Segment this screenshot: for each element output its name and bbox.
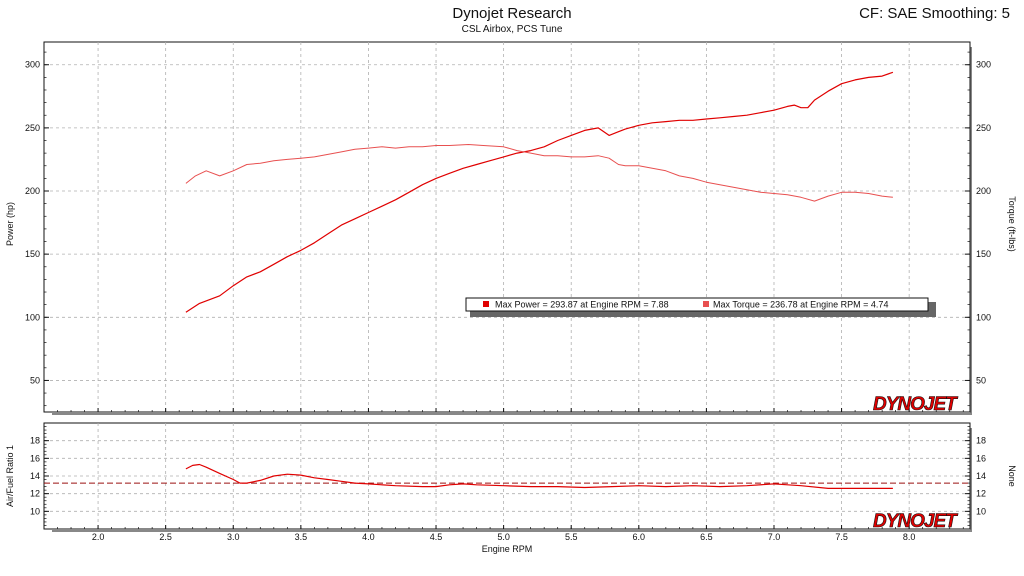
top-panel-shadow-right	[970, 47, 972, 415]
bottom-panel-shadow-right	[970, 428, 972, 532]
y-tick-label-right: 50	[976, 375, 986, 385]
y-tick-label-left: 16	[30, 453, 40, 463]
top-plot-frame	[43, 41, 971, 413]
legend-box: Max Power = 293.87 at Engine RPM = 7.88 …	[465, 297, 936, 317]
x-axis-label: Engine RPM	[482, 544, 533, 554]
y-tick-label-left: 200	[25, 186, 40, 196]
top-series-lines	[185, 71, 894, 313]
legend-swatch-torque	[703, 301, 709, 307]
y-axis-label-torque: Torque (ft-lbs)	[1007, 196, 1017, 252]
x-tick-label: 5.5	[565, 532, 578, 542]
chart-title: Dynojet Research	[452, 5, 572, 22]
y-tick-label-right: 16	[976, 453, 986, 463]
y-tick-label-right: 14	[976, 471, 986, 481]
y-tick-label-left: 14	[30, 471, 40, 481]
top-y-ticks: 50 50 100 100 150 150 200 200 250 250 300 300	[25, 51, 991, 407]
x-tick-label: 3.5	[295, 532, 308, 542]
bottom-y-ticks: 10 10 12 12 14 14 16 16 18 18	[30, 422, 986, 530]
x-tick-label: 8.0	[903, 532, 916, 542]
x-tick-label: 4.0	[362, 532, 375, 542]
y-tick-label-left: 300	[25, 60, 40, 70]
x-tick-label: 4.5	[430, 532, 443, 542]
dynojet-logo: DYNOJET	[873, 394, 958, 415]
y-tick-label-left: 18	[30, 436, 40, 446]
y-tick-label-left: 250	[25, 123, 40, 133]
x-tick-label: 7.0	[768, 532, 781, 542]
y-tick-label-left: 50	[30, 375, 40, 385]
y-tick-label-right: 300	[976, 60, 991, 70]
y-axis-label-none: None	[1007, 465, 1017, 487]
y-tick-label-right: 100	[976, 312, 991, 322]
x-axis-ticks: 2.0 2.5 3.0 3.5 4.0 4.5 5.0 5.5 6.0 6.5 7.0 7.5 8.0	[92, 532, 916, 542]
y-tick-label-right: 250	[976, 123, 991, 133]
dynojet-logo-bottom: DYNOJET	[873, 511, 958, 532]
x-tick-label: 7.5	[835, 532, 848, 542]
x-tick-label: 3.0	[227, 532, 240, 542]
legend-entry-torque: Max Torque = 236.78 at Engine RPM = 4.74	[713, 300, 888, 310]
y-tick-label-right: 10	[976, 506, 986, 516]
y-tick-label-left: 100	[25, 312, 40, 322]
bottom-grid	[43, 423, 970, 529]
y-tick-label-right: 150	[976, 249, 991, 259]
series-line-torque	[185, 144, 893, 202]
y-tick-label-left: 12	[30, 489, 40, 499]
x-tick-label: 2.5	[159, 532, 172, 542]
top-panel-shadow-bottom	[52, 413, 972, 415]
power-torque-panel: 50 50 100 100 150 150 200 200 250 250 300 300 Max P…	[5, 41, 1017, 415]
chart-subtitle: CSL Airbox, PCS Tune	[461, 24, 563, 35]
bottom-series-lines	[44, 463, 970, 489]
afr-panel: 10 10 12 12 14 14 16 16 18 18 DYNOJET Air/Fuel Ra…	[5, 422, 1017, 554]
series-line-afr	[185, 463, 893, 489]
legend-entry-power: Max Power = 293.87 at Engine RPM = 7.88	[495, 300, 669, 310]
x-tick-label: 5.0	[497, 532, 510, 542]
correction-factor-label: CF: SAE Smoothing: 5	[859, 5, 1010, 22]
y-tick-label-right: 200	[976, 186, 991, 196]
y-tick-label-left: 10	[30, 506, 40, 516]
legend-swatch-power	[483, 301, 489, 307]
bottom-panel-shadow-bottom	[52, 530, 972, 532]
series-line-power	[185, 71, 894, 313]
y-tick-label-right: 18	[976, 436, 986, 446]
x-tick-label: 2.0	[92, 532, 105, 542]
y-tick-label-left: 150	[25, 249, 40, 259]
y-axis-label-power: Power (hp)	[5, 202, 15, 246]
x-tick-label: 6.5	[700, 532, 713, 542]
y-axis-label-afr: Air/Fuel Ratio 1	[5, 445, 15, 507]
top-grid	[43, 42, 970, 412]
x-tick-label: 6.0	[633, 532, 646, 542]
y-tick-label-right: 12	[976, 489, 986, 499]
legend-frame	[465, 297, 929, 312]
